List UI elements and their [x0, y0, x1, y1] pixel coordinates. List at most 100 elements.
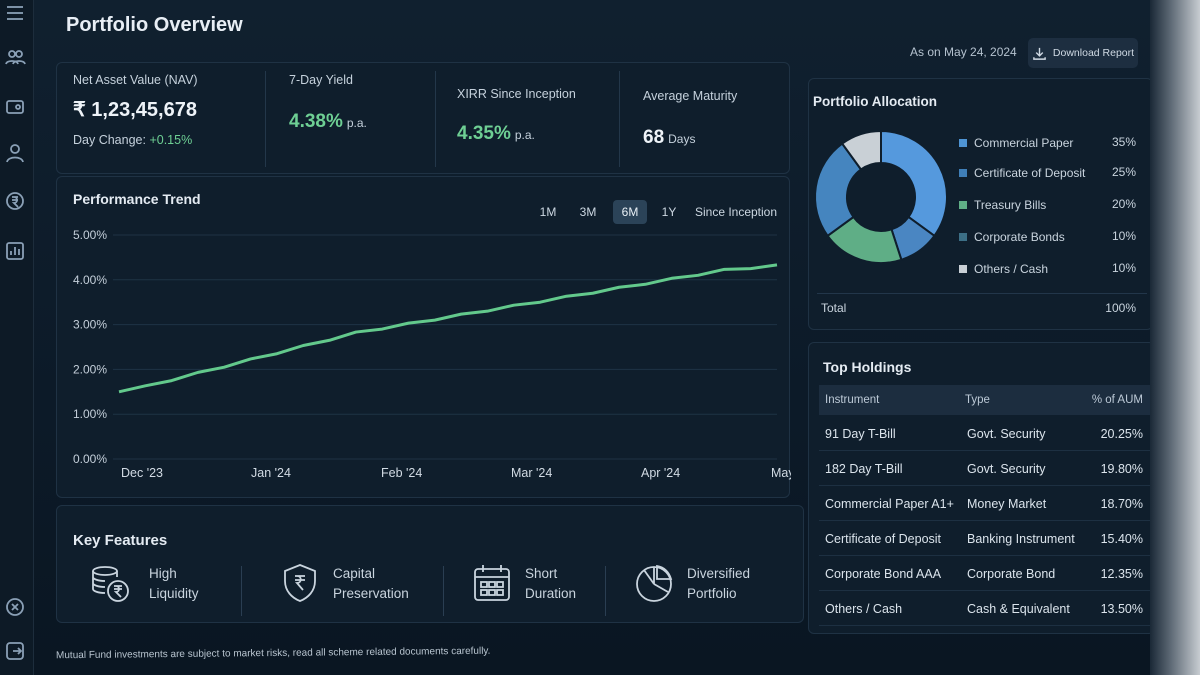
holding-instrument: Corporate Bond AAA: [825, 567, 942, 581]
maturity-value: 68 Days: [643, 127, 695, 149]
holding-instrument: 91 Day T-Bill: [825, 427, 896, 441]
x-tick-label: Feb '24: [381, 466, 422, 480]
yield-value: 4.38% p.a.: [289, 111, 367, 133]
feature-capital-preservation: Capital Preservation: [279, 558, 449, 620]
x-tick-label: Jan '24: [251, 466, 291, 480]
shield-rupee-icon: [284, 564, 316, 602]
legend-label: Others / Cash: [974, 262, 1049, 276]
legend-item: Commercial Paper: [959, 135, 1073, 151]
xirr-value: 4.35% p.a.: [457, 123, 535, 145]
feature-2-line2: Preservation: [333, 586, 409, 601]
wallet-icon[interactable]: [4, 96, 26, 118]
legend-label: Commercial Paper: [974, 136, 1074, 150]
holding-pct: 20.25%: [1100, 427, 1143, 441]
legend-swatch: [959, 201, 967, 209]
legend-percent: 25%: [1111, 165, 1136, 179]
holding-instrument: Certificate of Deposit: [825, 532, 942, 546]
top-holdings-title: Top Holdings: [823, 359, 912, 375]
holding-pct: 18.70%: [1100, 497, 1143, 511]
table-row[interactable]: Commercial Paper A1+ Money Market 18.70%: [819, 487, 1151, 521]
allocation-divider: [817, 293, 1147, 294]
x-tick-label: Dec '23: [121, 466, 163, 480]
day-change: Day Change: +0.15%: [73, 133, 192, 147]
menu-icon[interactable]: [4, 2, 26, 24]
logout-icon[interactable]: [4, 640, 26, 662]
holding-type: Money Market: [967, 497, 1047, 511]
yield-unit: p.a.: [346, 116, 367, 130]
coins-rupee-icon: [92, 566, 129, 602]
performance-line-chart: 0.00% 1.00% 2.00% 3.00% 4.00% 5.00% Dec '23 Jan…: [73, 228, 791, 480]
holding-pct: 13.50%: [1100, 602, 1143, 616]
holding-instrument: 182 Day T-Bill: [825, 462, 903, 476]
rupee-circle-icon[interactable]: [4, 190, 26, 212]
range-tab-3m[interactable]: 3M: [579, 205, 597, 219]
range-tab-1m[interactable]: 1M: [539, 205, 557, 219]
legend-item: Others / Cash: [959, 261, 1048, 277]
feature-diversified-portfolio: Diversified Portfolio: [633, 558, 793, 620]
allocation-total-value: 100%: [1105, 301, 1136, 315]
feature-short-duration: Short Duration: [471, 558, 621, 620]
column-instrument: Instrument: [825, 394, 880, 406]
legend-item: Certificate of Deposit: [959, 165, 1085, 181]
users-icon[interactable]: [4, 46, 26, 68]
feature-1-line2: Liquidity: [149, 586, 199, 601]
nav-value: ₹ 1,23,45,678: [73, 99, 197, 121]
feature-divider: [241, 566, 242, 616]
user-icon[interactable]: [4, 142, 26, 164]
performance-series-line: [118, 263, 778, 394]
legend-swatch: [959, 233, 967, 241]
y-tick-label: 3.00%: [73, 318, 107, 332]
stats-panel: Net Asset Value (NAV) ₹ 1,23,45,678 Day …: [56, 62, 790, 174]
maturity-number: 68: [643, 127, 665, 148]
yield-label: 7-Day Yield: [289, 73, 353, 87]
day-change-label: Day Change:: [73, 133, 146, 147]
table-row[interactable]: 91 Day T-Bill Govt. Security 20.25%: [819, 417, 1151, 451]
y-tick-label: 1.00%: [73, 407, 107, 421]
legend-label: Treasury Bills: [974, 198, 1047, 212]
nav-stat: Net Asset Value (NAV) ₹ 1,23,45,678 Day …: [73, 63, 263, 175]
x-tick-label: Apr '24: [641, 466, 680, 480]
feature-divider: [443, 566, 444, 616]
legend-percent: 10%: [1111, 229, 1136, 243]
allocation-title: Portfolio Allocation: [813, 94, 937, 109]
y-tick-label: 0.00%: [73, 452, 107, 466]
download-icon: [1033, 47, 1046, 60]
y-tick-label: 4.00%: [73, 273, 107, 287]
column-pct-aum: % of AUM: [1091, 394, 1143, 406]
sidebar: [0, 0, 34, 675]
report-icon[interactable]: [4, 240, 26, 262]
range-tab-1y[interactable]: 1Y: [661, 205, 677, 219]
legend-label: Certificate of Deposit: [974, 166, 1086, 180]
table-row[interactable]: Corporate Bond AAA Corporate Bond 12.35%: [819, 557, 1151, 591]
legend-swatch: [959, 139, 967, 147]
disclaimer-text: Mutual Fund investments are subject to m…: [55, 645, 491, 662]
range-tab-since-inception[interactable]: Since Inception: [694, 205, 778, 219]
xirr-number: 4.35%: [457, 123, 511, 144]
x-tick-label: May '24: [771, 466, 791, 480]
download-report-button[interactable]: Download Report: [1028, 38, 1138, 68]
allocation-donut-chart: [814, 129, 948, 264]
holding-instrument: Commercial Paper A1+: [825, 497, 954, 511]
portfolio-allocation-panel: Portfolio Allocation Commercial Paper 35%…: [808, 78, 1153, 330]
yield-number: 4.38%: [289, 111, 343, 132]
holding-instrument: Others / Cash: [825, 602, 903, 616]
maturity-stat: Average Maturity 68 Days: [643, 63, 783, 175]
help-icon[interactable]: [4, 596, 26, 618]
table-row[interactable]: Certificate of Deposit Banking Instrument…: [819, 522, 1151, 556]
feature-high-liquidity: High Liquidity: [89, 558, 239, 620]
legend-swatch: [959, 265, 967, 273]
feature-divider: [605, 566, 606, 616]
page-title: Portfolio Overview: [66, 14, 243, 36]
maturity-label: Average Maturity: [643, 89, 738, 103]
feature-3-line1: Short: [525, 566, 558, 581]
range-tab-6m[interactable]: 6M: [613, 200, 647, 224]
table-row[interactable]: Others / Cash Cash & Equivalent 13.50%: [819, 592, 1151, 626]
stat-divider: [265, 71, 266, 167]
x-tick-label: Mar '24: [511, 466, 552, 480]
holding-type: Banking Instrument: [967, 532, 1075, 546]
holding-pct: 15.40%: [1100, 532, 1143, 546]
table-row[interactable]: 182 Day T-Bill Govt. Security 19.80%: [819, 452, 1151, 486]
feature-1-line1: High: [149, 566, 177, 581]
feature-4-line1: Diversified: [687, 566, 751, 581]
as-on-date: As on May 24, 2024: [910, 45, 1017, 59]
